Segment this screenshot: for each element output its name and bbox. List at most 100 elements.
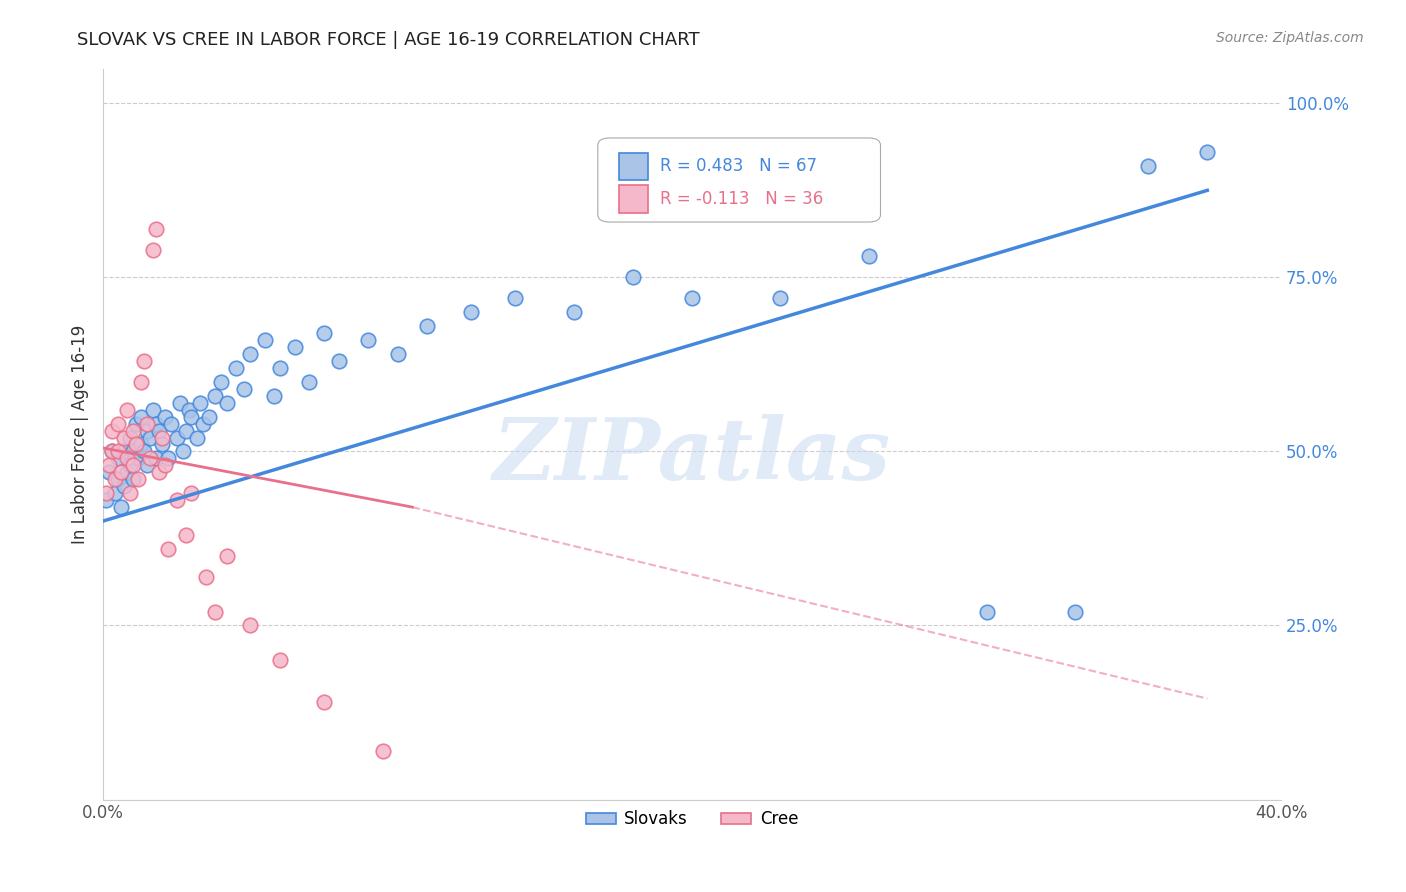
Point (101, 424, 124, 438)
Bar (619, 153, 648, 180)
Point (107, 472, 129, 486)
Point (115, 451, 138, 466)
Point (169, 395, 191, 409)
Point (150, 430, 173, 444)
Point (98, 458, 121, 473)
Point (121, 458, 143, 473)
Point (195, 570, 218, 584)
Point (263, 389, 285, 403)
Text: R = -0.113   N = 36: R = -0.113 N = 36 (661, 190, 824, 209)
Point (136, 458, 159, 473)
Point (150, 437, 173, 451)
Point (145, 451, 167, 466)
Point (107, 417, 129, 431)
Point (681, 291, 703, 305)
Y-axis label: In Labor Force | Age 16-19: In Labor Force | Age 16-19 (72, 325, 89, 543)
Point (145, 221, 167, 235)
Point (357, 333, 380, 347)
Point (416, 319, 439, 334)
Point (505, 291, 527, 305)
Point (127, 451, 149, 466)
Point (107, 444, 129, 458)
Point (180, 409, 202, 424)
Point (976, 605, 998, 619)
Point (131, 437, 153, 451)
Point (283, 340, 305, 354)
Point (193, 417, 215, 431)
Point (112, 430, 135, 444)
Point (124, 417, 146, 431)
Point (156, 451, 179, 466)
Text: SLOVAK VS CREE IN LABOR FORCE | AGE 16-19 CORRELATION CHART: SLOVAK VS CREE IN LABOR FORCE | AGE 16-1… (77, 31, 700, 49)
Point (104, 486, 127, 500)
Point (621, 270, 644, 285)
Point (269, 653, 291, 667)
Point (209, 375, 232, 389)
Point (94, 493, 117, 508)
Text: ZIPatlas: ZIPatlas (494, 414, 891, 498)
Point (215, 395, 238, 409)
Point (312, 695, 335, 709)
Point (204, 389, 226, 403)
Point (188, 395, 211, 409)
Point (186, 430, 208, 444)
Point (110, 465, 132, 479)
Point (131, 409, 153, 424)
Point (254, 333, 277, 347)
Point (156, 541, 179, 556)
Text: Source: ZipAtlas.com: Source: ZipAtlas.com (1216, 31, 1364, 45)
Point (172, 444, 194, 458)
Point (136, 417, 159, 431)
Point (460, 305, 482, 319)
Point (215, 549, 238, 563)
Point (131, 375, 153, 389)
Point (1137, 159, 1160, 173)
Point (233, 382, 256, 396)
Point (112, 444, 135, 458)
Point (101, 444, 124, 458)
Bar (619, 186, 648, 213)
Point (174, 424, 197, 438)
Point (121, 444, 143, 458)
Point (166, 493, 188, 508)
Point (180, 486, 202, 500)
Point (239, 618, 262, 632)
Point (101, 444, 124, 458)
Point (142, 243, 165, 257)
Point (107, 451, 129, 466)
Point (121, 472, 143, 486)
Point (127, 472, 149, 486)
Point (118, 458, 141, 473)
Point (153, 409, 176, 424)
Point (136, 424, 159, 438)
Point (312, 326, 335, 340)
Point (387, 347, 409, 361)
Point (562, 305, 585, 319)
Point (160, 417, 183, 431)
Point (198, 409, 221, 424)
Point (298, 375, 321, 389)
Point (177, 402, 200, 417)
Point (153, 458, 176, 473)
Point (115, 465, 138, 479)
Point (858, 250, 880, 264)
Point (204, 605, 226, 619)
Text: R = 0.483   N = 67: R = 0.483 N = 67 (661, 158, 817, 176)
Point (134, 444, 156, 458)
Point (239, 347, 262, 361)
Point (98, 465, 121, 479)
Point (269, 360, 291, 375)
Point (148, 424, 170, 438)
Point (110, 500, 132, 515)
Point (145, 417, 167, 431)
Point (139, 451, 162, 466)
Point (94, 486, 117, 500)
Point (121, 424, 143, 438)
Point (371, 744, 394, 758)
Point (112, 479, 135, 493)
Point (769, 291, 792, 305)
Point (1197, 145, 1219, 159)
Point (174, 528, 197, 542)
Point (118, 430, 141, 444)
Point (115, 402, 138, 417)
